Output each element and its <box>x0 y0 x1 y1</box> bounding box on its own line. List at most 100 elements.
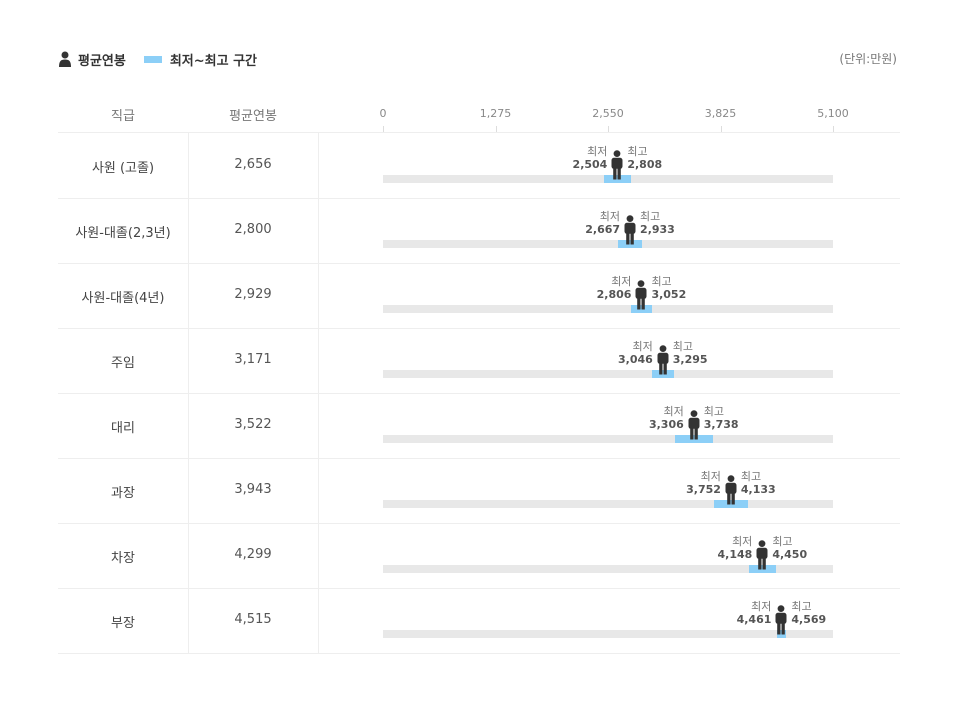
salary-range-bar <box>714 500 748 508</box>
column-divider <box>318 328 319 393</box>
avg-salary-cell: 3,171 <box>234 352 272 367</box>
x-tick-mark <box>495 126 497 132</box>
max-caption: 최고 <box>791 600 812 613</box>
range-track <box>383 435 833 443</box>
min-caption: 최저 <box>751 600 772 613</box>
table-header: 직급 평균연봉 0 1,275 2,550 3,825 5,100 <box>58 98 900 133</box>
x-tick-mark <box>608 126 609 132</box>
legend-range-label: 최저~최고 구간 <box>169 53 258 69</box>
min-value: 2,806 <box>596 288 632 301</box>
column-divider <box>188 328 189 393</box>
rank-cell: 사원 (고졸) <box>91 161 155 176</box>
legend: 평균연봉 최저~최고 구간 <box>58 49 257 69</box>
rank-cell: 과장 <box>111 486 135 501</box>
column-divider <box>318 458 319 523</box>
salary-range-bar <box>749 565 776 573</box>
x-tick-mark <box>720 126 722 132</box>
column-divider <box>188 393 189 458</box>
x-tick-label: 2,550 <box>592 107 624 120</box>
avg-marker-person-icon <box>687 410 701 440</box>
max-value: 4,133 <box>740 483 776 496</box>
salary-range-bar <box>603 175 631 183</box>
max-value: 2,808 <box>627 158 663 171</box>
column-divider <box>318 198 319 263</box>
rank-cell: 차장 <box>111 551 135 566</box>
range-track <box>383 370 833 378</box>
range-track <box>383 240 833 248</box>
min-value: 4,461 <box>736 613 772 626</box>
avg-salary-cell: 2,800 <box>234 222 272 237</box>
column-divider <box>318 393 319 458</box>
table-row: 차장 4,299 최저 4,148 최고 4,450 <box>58 523 900 589</box>
min-value: 3,306 <box>648 418 684 431</box>
column-divider <box>188 458 189 523</box>
min-value: 2,667 <box>585 223 621 236</box>
range-track <box>383 500 833 508</box>
salary-range-bar <box>618 240 642 248</box>
min-value: 3,752 <box>686 483 721 496</box>
table-row: 사원-대졸(4년) 2,929 최저 2,806 최고 3,052 <box>58 263 900 329</box>
min-caption: 최저 <box>632 340 653 353</box>
table-row: 부장 4,515 최저 4,461 최고 4,569 <box>58 588 900 654</box>
table-row: 사원 (고졸) 2,656 최저 2,504 최고 2,808 <box>58 133 900 199</box>
max-value: 3,738 <box>703 418 739 431</box>
column-divider <box>318 133 319 198</box>
x-tick-label: 5,100 <box>817 107 849 120</box>
max-value: 2,933 <box>640 223 675 236</box>
avg-salary-cell: 2,656 <box>234 157 272 172</box>
column-divider <box>188 523 189 588</box>
range-swatch <box>143 55 162 63</box>
max-value: 4,569 <box>791 613 827 626</box>
max-caption: 최고 <box>640 210 661 223</box>
min-caption: 최저 <box>599 210 621 223</box>
column-divider <box>188 198 189 263</box>
avg-marker-person-icon <box>634 280 648 310</box>
max-caption: 최고 <box>772 535 793 548</box>
unit-label: (단위:만원) <box>839 52 897 66</box>
avg-marker-person-icon <box>774 605 788 635</box>
column-divider <box>188 263 189 328</box>
max-caption: 최고 <box>740 470 762 483</box>
min-caption: 최저 <box>663 405 684 418</box>
column-divider <box>318 588 319 653</box>
avg-salary-cell: 3,522 <box>234 417 272 432</box>
table-row: 대리 3,522 최저 3,306 최고 3,738 <box>58 393 900 459</box>
column-divider <box>318 523 319 588</box>
table-row: 주임 3,171 최저 3,046 최고 3,295 <box>58 328 900 394</box>
range-track <box>383 630 833 638</box>
min-value: 3,046 <box>617 353 653 366</box>
avg-marker-person-icon <box>656 345 670 375</box>
salary-range-bar <box>630 305 653 313</box>
rank-cell: 주임 <box>111 356 135 371</box>
range-track <box>383 305 833 313</box>
x-tick-mark <box>833 126 834 132</box>
max-value: 3,295 <box>672 353 708 366</box>
column-divider <box>188 588 189 653</box>
max-caption: 최고 <box>672 340 694 353</box>
avg-marker-person-icon <box>610 150 624 180</box>
rank-cell: 사원-대졸(4년) <box>81 291 165 306</box>
avg-salary-cell: 2,929 <box>234 287 272 302</box>
x-tick-label: 3,825 <box>704 107 737 120</box>
avg-salary-cell: 4,515 <box>234 612 272 627</box>
max-value: 4,450 <box>772 548 808 561</box>
avg-marker-person-icon <box>724 475 738 505</box>
header-avg: 평균연봉 <box>229 109 277 124</box>
column-divider <box>188 133 189 198</box>
max-caption: 최고 <box>703 405 724 418</box>
min-caption: 최저 <box>732 535 753 548</box>
max-value: 3,052 <box>651 288 687 301</box>
rank-cell: 사원-대졸(2,3년) <box>75 226 171 241</box>
range-track <box>383 565 833 573</box>
x-tick-label: 0 <box>379 107 387 120</box>
table-row: 과장 3,943 최저 3,752 최고 4,133 <box>58 458 900 524</box>
avg-salary-cell: 3,943 <box>234 482 272 497</box>
table-row: 사원-대졸(2,3년) 2,800 최저 2,667 최고 2,933 <box>58 198 900 264</box>
max-caption: 최고 <box>627 145 648 158</box>
salary-range-bar <box>674 435 713 443</box>
avg-marker-person-icon <box>755 540 769 570</box>
min-value: 2,504 <box>572 158 608 171</box>
column-divider <box>318 263 319 328</box>
min-value: 4,148 <box>717 548 753 561</box>
salary-range-bar <box>651 370 674 378</box>
